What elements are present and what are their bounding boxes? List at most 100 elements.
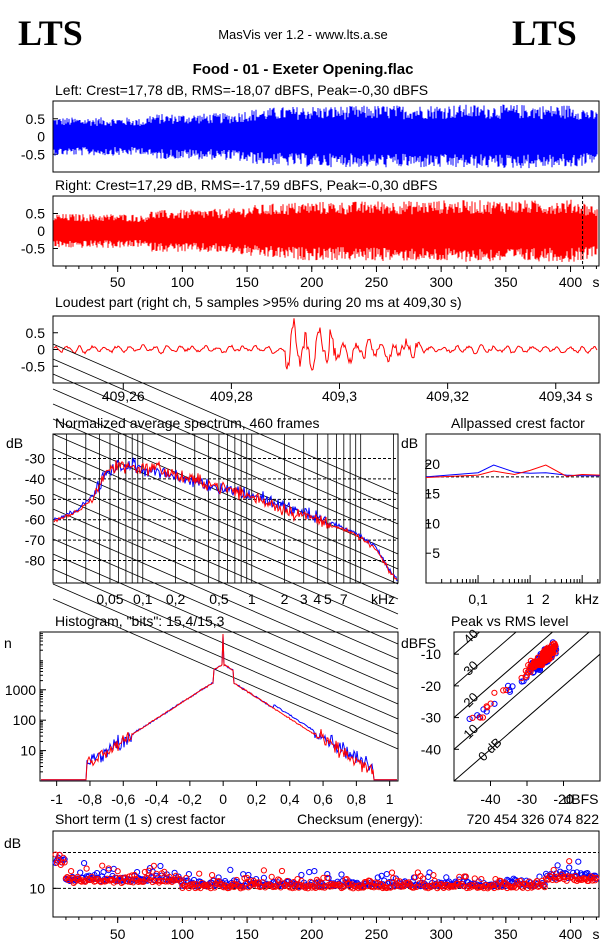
x-tick-label: 0,5 <box>209 591 229 607</box>
x-tick-label: -1 <box>50 791 63 807</box>
x-tick-label: 2 <box>542 591 550 607</box>
spectrum-series <box>53 460 398 580</box>
crest-point <box>131 871 138 879</box>
y-tick-label: -70 <box>25 532 45 548</box>
peak-rms-point <box>518 674 525 682</box>
crest-point <box>319 884 326 891</box>
waveform-trace <box>53 199 598 262</box>
crest-point <box>275 876 282 883</box>
crest-point <box>229 880 236 887</box>
crest-point <box>308 884 315 891</box>
crest-point <box>260 874 267 882</box>
crest-point <box>430 872 437 879</box>
peak-vs-rms-title: Peak vs RMS level <box>451 613 568 629</box>
short-term-crest-ylabel: dB <box>4 835 21 851</box>
x-tick-label: 7 <box>340 591 348 607</box>
crest-point <box>566 858 573 865</box>
crest-point <box>127 878 134 886</box>
crest-point <box>554 862 561 869</box>
grid-slope <box>52 418 399 570</box>
crest-point <box>495 884 502 891</box>
crest-point <box>391 883 398 890</box>
crest-point <box>259 879 266 886</box>
crest-point <box>66 875 73 882</box>
crest-point <box>429 882 436 889</box>
crest-point <box>233 876 240 884</box>
crest-point <box>61 859 68 866</box>
crest-point <box>245 871 252 879</box>
x-tick-label: 400 <box>559 274 583 290</box>
x-tick-label: 300 <box>429 274 453 290</box>
y-tick-label: -0.5 <box>21 358 45 374</box>
x-tick-label: 5 <box>324 591 332 607</box>
crest-point <box>573 869 581 876</box>
crest-point <box>550 866 557 874</box>
grid-slope <box>52 538 399 690</box>
peak-rms-point <box>484 704 491 711</box>
crest-point <box>575 858 582 865</box>
grid-slope <box>52 568 399 720</box>
x-tick-label: kHz <box>371 591 395 607</box>
crest-point <box>176 876 183 883</box>
x-tick-label: 1 <box>248 591 256 607</box>
y-tick-label: 10 <box>29 880 45 896</box>
x-tick-label: 0,1 <box>133 591 153 607</box>
peak-rms-point <box>487 700 494 707</box>
peak-rms-point <box>531 663 538 671</box>
crest-point <box>410 884 418 891</box>
x-tick-label: 0,2 <box>166 591 186 607</box>
x-tick-label: 250 <box>365 926 389 942</box>
x-tick-label: dBFS <box>563 791 598 807</box>
crest-point <box>253 879 260 886</box>
crest-point <box>289 885 296 892</box>
crest-point <box>419 875 427 882</box>
crest-point <box>566 864 573 871</box>
peak-vs-rms-panel: Peak vs RMS level dBFS 40 30 20 100 dB -10 -… <box>401 613 601 807</box>
avg-spectrum-panel: Normalized average spectrum, 460 frames … <box>6 343 399 750</box>
diagonal-label: 0 dB <box>475 735 505 765</box>
y-tick-label: 15 <box>424 486 440 502</box>
crest-point <box>227 866 234 874</box>
allpassed-crest-title: Allpassed crest factor <box>451 415 585 431</box>
crest-point <box>346 880 353 888</box>
peak-rms-point <box>523 672 531 679</box>
crest-point <box>118 879 125 887</box>
peak-rms-point <box>477 714 484 721</box>
grid-slope <box>52 388 399 540</box>
crest-point <box>306 869 313 876</box>
x-tick-label: 409,3 <box>322 388 357 404</box>
crest-point <box>99 862 106 869</box>
file-title: Food - 01 - Exeter Opening.flac <box>193 61 414 78</box>
y-tick-label: 5 <box>432 545 440 561</box>
app-title: MasVis ver 1.2 - www.lts.a.se <box>218 27 388 42</box>
x-tick-label: s <box>593 274 600 290</box>
crest-point <box>324 871 331 878</box>
crest-point <box>379 884 386 892</box>
crest-point <box>254 883 261 890</box>
crest-point <box>449 883 456 890</box>
x-tick-label: s <box>593 926 600 942</box>
peak-rms-point <box>503 686 510 694</box>
peak-rms-point <box>479 714 486 721</box>
crest-point <box>501 879 508 886</box>
grid-slope <box>52 463 399 615</box>
crest-diagonal <box>454 632 554 719</box>
x-tick-label: 350 <box>494 274 518 290</box>
crest-point <box>537 881 544 888</box>
spectrum-series <box>53 457 398 582</box>
y-tick-label: 0 <box>37 342 45 358</box>
crest-point <box>339 884 346 891</box>
grid-slope <box>52 433 399 585</box>
peak-rms-point <box>543 645 550 653</box>
crest-point <box>156 879 163 886</box>
peak-rms-point <box>509 683 516 690</box>
crest-point <box>207 885 214 892</box>
peak-rms-point <box>548 653 556 660</box>
crest-point <box>171 869 178 876</box>
y-tick-label: -40 <box>421 741 441 757</box>
crest-point <box>68 868 75 875</box>
y-tick-label: 0.5 <box>26 206 46 222</box>
crest-point <box>56 851 63 859</box>
grid-slope <box>52 598 399 750</box>
crest-point <box>194 884 201 891</box>
